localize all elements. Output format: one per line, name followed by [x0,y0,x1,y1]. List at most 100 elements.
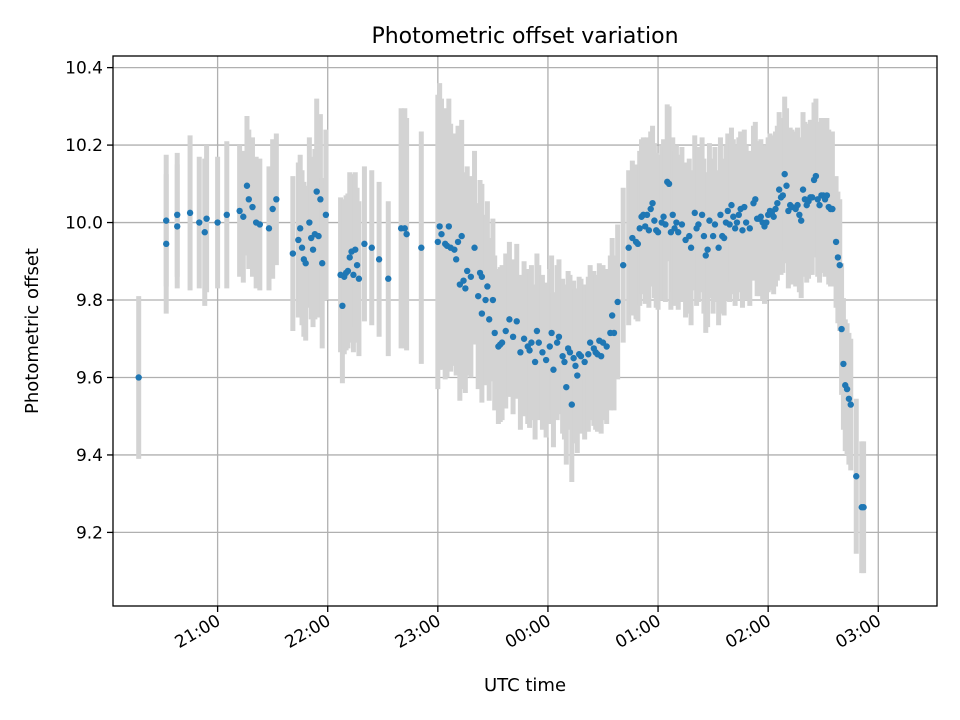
y-tick-label: 9.2 [76,523,103,543]
data-point [726,221,733,228]
data-point [555,333,563,341]
data-point [163,217,170,224]
data-point [355,275,363,282]
data-point [462,285,469,292]
data-point [489,296,497,304]
data-point [781,170,788,178]
data-point [619,261,627,269]
data-point [799,186,807,193]
data-point [460,277,467,284]
data-point [610,329,618,337]
data-point [702,252,709,259]
data-point [203,215,210,222]
x-axis-label: UTC time [484,675,566,696]
chart-title: Photometric offset variation [371,24,678,49]
data-point [673,219,680,226]
data-point [809,194,816,201]
data-point [625,244,632,251]
data-point [322,211,330,219]
data-point [823,192,831,199]
data-point [687,244,695,251]
data-point [236,207,243,215]
data-point [645,227,653,234]
data-point [542,356,550,364]
data-point [733,219,741,226]
data-point [662,221,669,228]
data-point [344,267,352,275]
data-point [836,261,843,269]
data-point [361,240,368,248]
data-point [352,246,359,253]
data-point [840,360,847,368]
data-point [509,333,517,341]
data-point [482,296,489,304]
data-point [834,254,842,261]
data-point [724,207,731,215]
data-point [295,236,302,244]
data-point [265,225,273,232]
data-point [214,219,221,226]
data-point [717,211,724,219]
data-point [240,213,247,220]
data-point [346,254,353,261]
data-point [531,358,539,366]
data-point [706,217,713,224]
y-tick-label: 9.4 [76,446,103,466]
data-point [302,260,309,267]
data-point [223,211,230,219]
data-point [306,219,313,226]
data-point [539,349,546,356]
data-point [513,318,520,325]
data-point [843,385,851,393]
data-point [720,234,728,242]
data-point [574,372,581,379]
data-point [847,401,854,408]
data-point [548,329,555,337]
data-point [471,244,478,251]
data-point [636,225,643,232]
data-point [649,199,656,207]
data-point [467,273,475,280]
data-point [520,335,528,342]
data-point [528,339,535,346]
data-point [581,358,588,366]
data-point [608,312,616,319]
data-point [563,383,570,391]
data-point [313,188,320,195]
data-point [816,201,823,209]
data-point [752,196,759,203]
data-point [763,219,770,226]
data-point [368,244,375,251]
y-tick-label: 9.8 [76,291,103,311]
data-point [654,229,662,236]
data-point [317,196,324,203]
data-point [491,329,498,337]
data-point [135,374,142,381]
data-point [730,213,737,220]
data-point [774,199,781,207]
data-point [728,201,735,209]
data-point [533,327,541,335]
data-point [298,244,306,251]
data-point [586,339,594,346]
data-point [832,238,840,246]
data-point [454,238,462,246]
data-point [709,232,717,240]
data-point [478,310,486,317]
y-axis-label: Photometric offset [22,248,43,414]
data-point [256,221,264,228]
data-point [651,217,658,224]
data-point [783,182,790,189]
data-point [353,261,361,269]
data-point [559,352,566,360]
data-point [675,229,682,236]
data-point [603,343,610,350]
data-point [478,273,486,280]
y-tick-label: 10.2 [65,136,103,156]
data-point [741,203,748,211]
data-point [561,358,568,366]
data-point [691,209,698,217]
data-point [715,244,722,251]
data-point [309,246,317,253]
